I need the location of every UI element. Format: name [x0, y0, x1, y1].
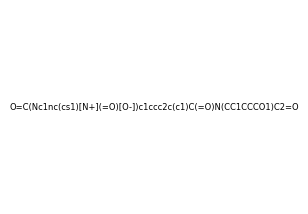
- Text: O=C(Nc1nc(cs1)[N+](=O)[O-])c1ccc2c(c1)C(=O)N(CC1CCCO1)C2=O: O=C(Nc1nc(cs1)[N+](=O)[O-])c1ccc2c(c1)C(…: [9, 103, 299, 111]
